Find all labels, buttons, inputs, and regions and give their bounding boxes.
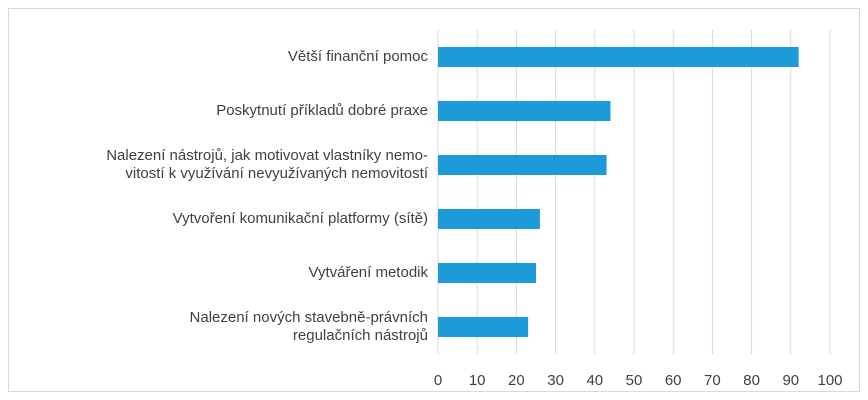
x-tick-label: 70: [704, 372, 721, 389]
x-tick-label: 80: [743, 372, 760, 389]
x-tick-label: 50: [626, 372, 643, 389]
bar: [438, 209, 540, 229]
x-tick-label: 90: [782, 372, 799, 389]
x-tick-label: 60: [665, 372, 682, 389]
y-tick-label: Nalezení nástrojů, jak motivovat vlastní…: [106, 147, 429, 182]
x-tick-label: 100: [817, 372, 842, 389]
bar: [438, 155, 607, 175]
bar: [438, 317, 529, 337]
bar: [438, 263, 536, 283]
y-tick-label: Vytvoření komunikační platformy (sítě): [173, 210, 428, 227]
bar: [438, 101, 611, 121]
x-tick-label: 30: [547, 372, 564, 389]
y-tick-label: Vytváření metodik: [309, 264, 429, 281]
chart-border: [8, 8, 860, 392]
y-tick-label: Poskytnutí příkladů dobré praxe: [216, 102, 428, 119]
y-tick-label: Větší finanční pomoc: [288, 48, 429, 65]
x-tick-label: 10: [469, 372, 486, 389]
x-tick-label: 20: [508, 372, 525, 389]
x-tick-label: 40: [586, 372, 603, 389]
x-tick-label: 0: [434, 372, 442, 389]
bar: [438, 47, 799, 67]
y-tick-label: Nalezení nových stavebně-právních regulač…: [190, 309, 428, 344]
